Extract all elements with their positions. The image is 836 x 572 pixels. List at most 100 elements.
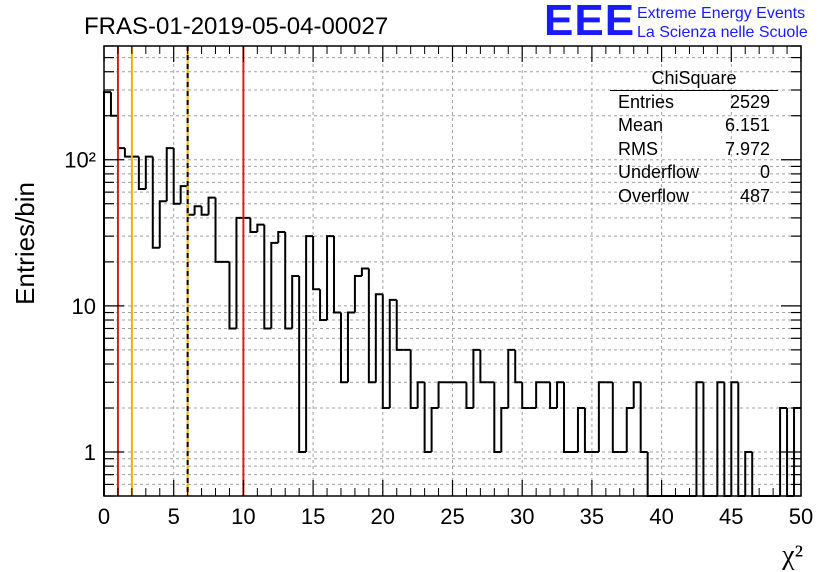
histogram-bin [214,197,223,263]
histogram-bin [116,115,125,150]
stats-row-mean: Mean 6.151 [610,114,778,137]
histogram-bin [298,276,307,454]
eee-logo-mark: EEE [544,0,636,45]
histogram-bin [737,382,746,497]
y-tick-label: 10² [64,148,96,173]
stats-row-entries: Entries 2529 [610,91,778,114]
histogram-bin [507,348,516,409]
histogram-bin [702,382,711,497]
histogram-bin [284,232,293,330]
histogram-bin [367,268,376,384]
histogram-bin [353,275,362,313]
histogram-bin [381,294,390,410]
histogram-bin [395,299,404,351]
histogram-bin [493,382,502,454]
histogram-bin [416,381,425,409]
histogram-bin [556,381,565,409]
histogram-bin [632,381,641,409]
stats-value: 487 [739,185,770,206]
histogram-bin [576,407,585,453]
histogram-bin [730,381,739,496]
histogram-bin [256,223,265,233]
stats-value: 0 [759,162,770,183]
histogram-bin [179,185,188,204]
histogram-bin [500,407,509,453]
grid-lines [104,45,801,497]
histogram-bin [103,91,111,496]
histogram-bin [360,267,369,277]
stats-label: Overflow [618,185,690,206]
histogram-bin [346,311,355,383]
histogram-bin [779,407,788,496]
x-tick-label: 10 [231,504,255,529]
stats-label: Underflow [618,162,700,183]
histogram-bin [430,407,439,453]
histogram-bin [151,156,160,249]
histogram-bin [388,298,397,409]
histogram-bin [716,381,725,496]
histogram-bin [312,236,321,291]
histogram-bin [291,275,300,329]
stats-value: 2529 [729,92,770,112]
x-axis-label: χ² [781,540,803,571]
histogram-bin [144,155,153,190]
histogram-bin [472,348,481,409]
stats-value: 6.151 [724,115,770,136]
histogram-bin [339,312,348,384]
histogram-bin [549,382,558,410]
x-tick-label: 30 [510,504,534,529]
x-tick-label: 15 [301,504,325,529]
histogram-bin [723,382,732,497]
histogram-bin [172,148,181,205]
histogram-bin [326,235,335,321]
histogram-bin [625,407,634,453]
axis-ticks: 0 5 10 15 20 25 30 35 40 45 50 1 10 10² [64,45,813,529]
x-tick-label: 25 [440,504,464,529]
stats-row-underflow: Underflow 0 [610,161,778,184]
chart-title: FRAS-01-2019-05-04-00027 [84,13,388,40]
reference-lines [116,46,245,496]
x-tick-label: 45 [719,504,743,529]
histogram-bin [521,382,530,410]
histogram-bin [200,206,209,216]
histogram-bin [465,382,474,410]
histogram-bin [374,293,383,383]
histogram-bin [583,408,592,454]
x-tick-label: 50 [789,504,813,529]
histogram-bin [186,186,195,216]
stats-row-overflow: Overflow 487 [610,185,778,208]
y-axis-label: Entries/bin [10,182,40,305]
histogram-bin [423,382,432,454]
stats-row-rms: RMS 7.972 [610,138,778,161]
stats-label: Mean [618,115,664,136]
x-tick-label: 0 [98,504,110,529]
histogram-bin [305,235,314,453]
x-tick-label: 20 [371,504,395,529]
histogram-bin [193,205,202,215]
histogram-bin [263,224,272,330]
eee-logo-line1: Extreme Energy Events [637,5,806,22]
x-tick-label: 35 [580,504,604,529]
histogram-bin [158,200,167,248]
histogram-bin [479,349,488,384]
histogram-bin [228,261,237,330]
stats-label: RMS [618,138,658,159]
histogram-bin [535,381,544,409]
histogram-bin [319,289,328,322]
histogram-bin [249,217,258,234]
histogram-bin [333,236,341,314]
stats-label: Entries [618,92,675,112]
x-tick-label: 40 [649,504,673,529]
eee-logo-line2: La Scienza nelle Scuole [637,24,808,41]
histogram-bin [744,451,753,496]
histogram-bin [514,349,523,384]
histogram-bin [597,381,606,453]
histogram-bin [437,381,446,409]
y-tick-label: 10 [72,294,96,319]
histogram-bin [563,382,571,454]
histogram-bin [123,148,132,158]
histogram-bin [611,382,620,454]
histogram-bin [409,349,418,410]
histogram-bin [695,381,704,496]
